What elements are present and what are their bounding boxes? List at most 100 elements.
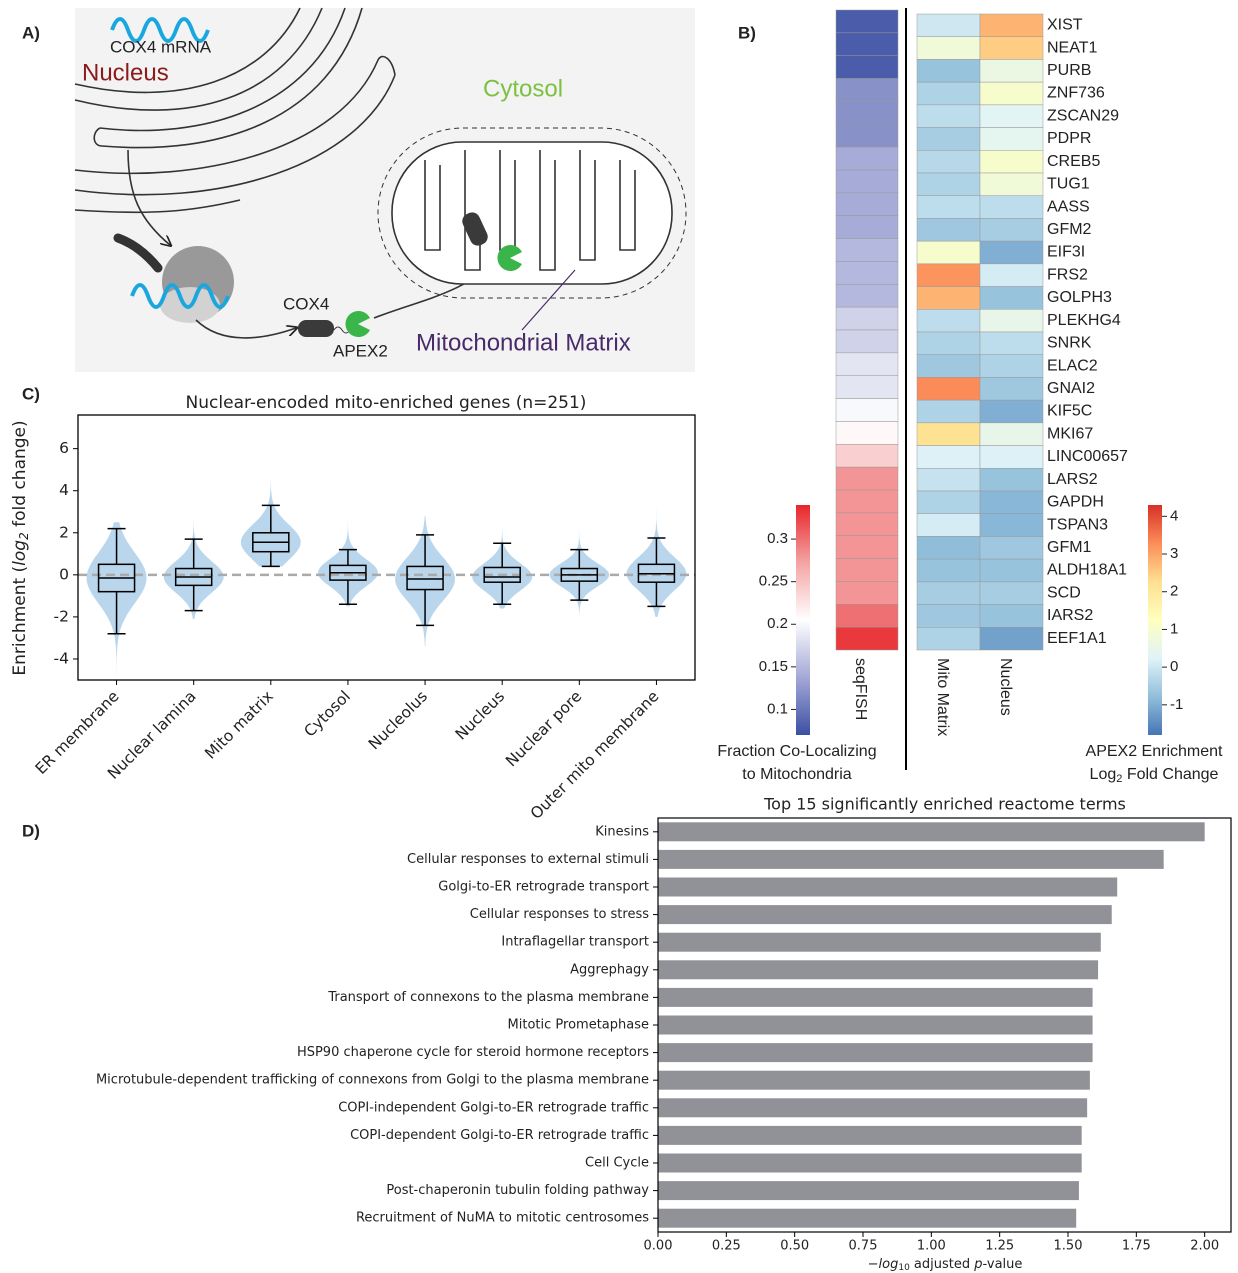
heatmap-cell: [916, 490, 981, 514]
bar: [658, 822, 1205, 842]
heatmap-cell: [916, 286, 981, 310]
heatmap-cell: [835, 375, 899, 399]
heatmap-cell: [916, 558, 981, 583]
whisker: [261, 504, 280, 533]
y-tick-label: -4: [54, 649, 69, 667]
heatmap-cell: [916, 240, 981, 265]
row-label: NEAT1: [1047, 39, 1097, 56]
er-membrane: [74, 199, 241, 214]
colorbar-label: to Mitochondria: [742, 766, 851, 783]
heatmap-cell: [835, 192, 899, 216]
pointer-line: [521, 269, 576, 331]
y-tick-label: COPI-independent Golgi-to-ER retrograde …: [338, 1100, 649, 1115]
heatmap-cell: [835, 444, 899, 468]
y-tick-label: Post-chaperonin tubulin folding pathway: [386, 1183, 649, 1198]
x-tick-label: 1.00: [917, 1239, 946, 1254]
panel-label: D): [22, 821, 40, 840]
row-label: MKI67: [1047, 425, 1093, 442]
x-tick-label: Nucleus: [452, 687, 508, 743]
mrna-wave: [130, 283, 230, 309]
heatmap-cell: [835, 9, 899, 34]
heatmap-cell: [916, 195, 981, 219]
heatmap-cell: [835, 398, 899, 422]
row-label: CREB5: [1047, 153, 1100, 170]
whisker: [338, 548, 357, 566]
y-tick-label: -2: [54, 607, 69, 625]
diagram: COX4 mRNA Nucleus Cytosol COX4 APEX2 Mit…: [74, 7, 695, 372]
whisker: [570, 581, 589, 601]
y-axis-label: Enrichment (log2 fold change): [10, 420, 31, 675]
whisker: [338, 580, 357, 606]
heatmap-cell: [835, 512, 899, 536]
y-tick-label: COPI-dependent Golgi-to-ER retrograde tr…: [350, 1128, 649, 1143]
chart-title: Nuclear-encoded mito-enriched genes (n=2…: [186, 393, 587, 413]
heatmap-cell: [916, 59, 981, 83]
heatmap-cell: [916, 354, 981, 378]
bar: [658, 1153, 1082, 1173]
er-membrane: [74, 55, 396, 196]
x-tick-label: 2.00: [1190, 1239, 1219, 1254]
bar: [658, 1098, 1088, 1118]
heatmap-cell: [979, 399, 1044, 424]
heatmap-cell: [835, 78, 899, 102]
panel-label: C): [22, 384, 40, 403]
cox4-protein: [298, 320, 334, 337]
apex2-enzyme: [345, 311, 370, 337]
heatmap-cell: [979, 104, 1044, 128]
heatmap-cell: [835, 421, 899, 445]
heatmap-cell: [979, 263, 1044, 287]
y-tick-label: Cellular responses to external stimuli: [407, 852, 649, 867]
whisker: [184, 538, 203, 569]
colorbar-tick-label: 3: [1170, 545, 1178, 562]
heatmap-cell: [979, 604, 1044, 628]
heatmap-cell: [835, 329, 899, 354]
label-part: adjusted: [910, 1257, 974, 1272]
colorbar-tick-label: -1: [1170, 696, 1183, 713]
heatmap-cell: [979, 309, 1044, 333]
bar: [658, 877, 1118, 897]
panel-label: A): [22, 23, 40, 42]
y-tick-label: HSP90 chaperone cycle for steroid hormon…: [297, 1045, 649, 1060]
y-tick-label: Recruitment of NuMA to mitotic centrosom…: [356, 1211, 649, 1226]
heatmap-cell: [979, 627, 1044, 651]
cox4-protein: [462, 212, 488, 246]
violin: [395, 516, 455, 647]
y-tick-label: 2: [59, 523, 69, 541]
matrix-label: Mitochondrial Matrix: [416, 329, 631, 356]
mito-inner-membrane: [391, 141, 673, 285]
label-subscript: 10: [898, 1263, 910, 1273]
colorbar-tick-label: 0.3: [767, 530, 788, 547]
heatmap-cell: [979, 468, 1044, 492]
heatmap-cell: [979, 150, 1044, 174]
colorbar-label: APEX2 Enrichment: [1086, 743, 1224, 760]
y-tick-label: Aggrephagy: [570, 962, 649, 977]
x-tick-label: Nuclear pore: [502, 687, 585, 770]
heatmap-cell: [916, 104, 981, 128]
column-label: Mito Matrix: [934, 658, 951, 736]
row-label: ZSCAN29: [1047, 107, 1119, 124]
heatmap-cell: [916, 399, 981, 424]
heatmap-cell: [979, 127, 1044, 151]
row-label: ZNF736: [1047, 85, 1105, 102]
bar: [658, 905, 1112, 925]
heatmap-cell: [835, 238, 899, 262]
heatmap-cell: [979, 331, 1044, 355]
heatmap-cell: [916, 377, 981, 401]
heatmap-cell: [835, 535, 899, 559]
heatmap-cell: [979, 377, 1044, 401]
x-tick-label: 0.75: [849, 1239, 878, 1254]
violin: [626, 457, 687, 617]
nuclear-envelope: [74, 7, 323, 111]
heatmap-cell: [916, 331, 981, 355]
colorbar-tick-label: 0.1: [767, 700, 788, 717]
box: [483, 566, 521, 583]
heatmap-cell: [835, 55, 899, 79]
row-label: GAPDH: [1047, 494, 1104, 511]
label-part: log: [879, 1257, 899, 1272]
y-tick-label: 0: [59, 565, 69, 583]
x-tick-label: 0.00: [644, 1239, 673, 1254]
row-label: TUG1: [1047, 176, 1090, 193]
arrow: [127, 149, 170, 245]
heatmap-cell: [916, 218, 981, 242]
colorbar: [796, 505, 810, 735]
